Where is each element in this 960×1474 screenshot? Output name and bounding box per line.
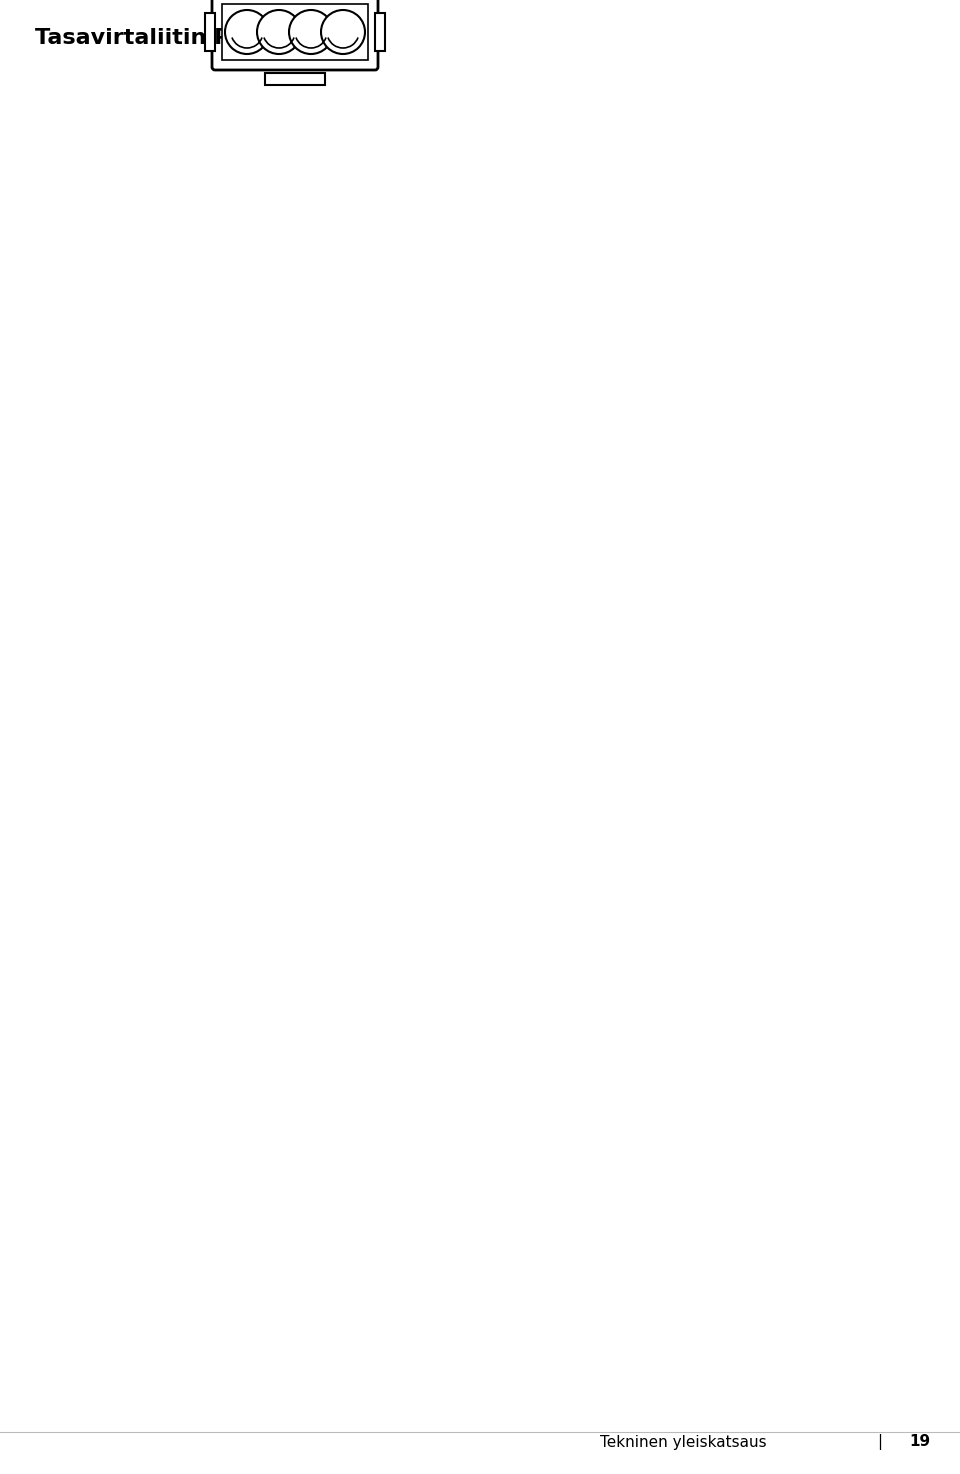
Circle shape <box>321 10 365 55</box>
Circle shape <box>257 10 301 55</box>
Circle shape <box>225 10 269 55</box>
FancyBboxPatch shape <box>222 4 368 60</box>
FancyBboxPatch shape <box>375 13 385 52</box>
Circle shape <box>289 10 333 55</box>
Text: Tekninen yleiskatsaus: Tekninen yleiskatsaus <box>600 1434 767 1449</box>
Text: Tasavirtaliitin P8 (PHY): Tasavirtaliitin P8 (PHY) <box>35 28 324 49</box>
Text: 19: 19 <box>909 1434 930 1449</box>
Text: |: | <box>877 1434 882 1450</box>
FancyBboxPatch shape <box>212 0 378 69</box>
FancyBboxPatch shape <box>205 13 215 52</box>
FancyBboxPatch shape <box>265 74 325 85</box>
